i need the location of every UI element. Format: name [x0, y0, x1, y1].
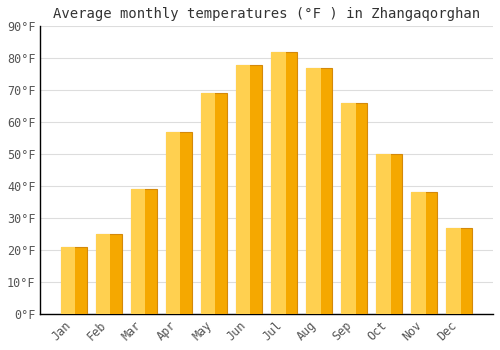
- Bar: [236, 65, 262, 314]
- Bar: [446, 228, 460, 314]
- Bar: [201, 93, 216, 314]
- Bar: [166, 132, 192, 314]
- Bar: [96, 234, 122, 314]
- Bar: [271, 52, 297, 314]
- Bar: [341, 103, 367, 314]
- Bar: [411, 193, 426, 314]
- Bar: [341, 103, 355, 314]
- Bar: [271, 52, 285, 314]
- Bar: [446, 228, 472, 314]
- Bar: [376, 154, 390, 314]
- Bar: [61, 247, 76, 314]
- Bar: [96, 234, 110, 314]
- Bar: [166, 132, 180, 314]
- Title: Average monthly temperatures (°F ) in Zhangaqorghan: Average monthly temperatures (°F ) in Zh…: [53, 7, 480, 21]
- Bar: [61, 247, 87, 314]
- Bar: [306, 68, 320, 314]
- Bar: [411, 193, 438, 314]
- Bar: [131, 189, 146, 314]
- Bar: [236, 65, 250, 314]
- Bar: [201, 93, 228, 314]
- Bar: [306, 68, 332, 314]
- Bar: [376, 154, 402, 314]
- Bar: [131, 189, 157, 314]
